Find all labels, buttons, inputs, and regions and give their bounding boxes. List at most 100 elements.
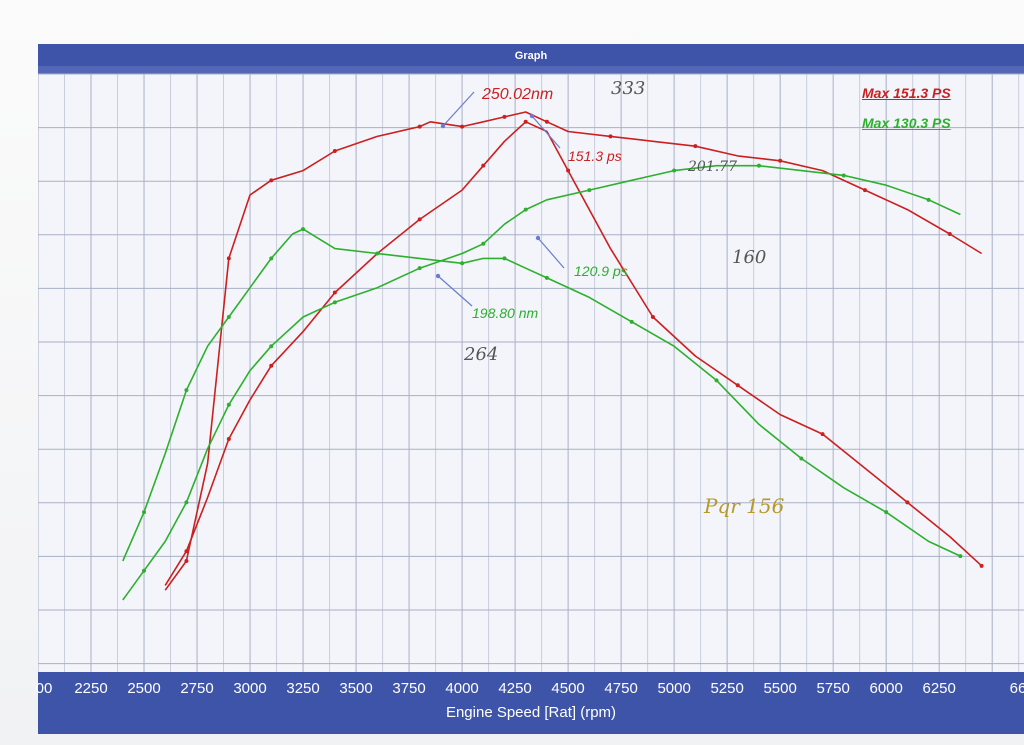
series-point bbox=[460, 124, 465, 129]
graph-window: Graph 00 2250 2500 2750 3000 3250 3500 3750 4000… bbox=[35, 44, 1024, 734]
series-point bbox=[544, 119, 549, 124]
series-point bbox=[269, 178, 274, 183]
series-point bbox=[979, 563, 984, 568]
handwritten-note: 201.77 bbox=[688, 159, 737, 175]
x-tick-label: 6000 bbox=[869, 680, 903, 697]
series-point bbox=[714, 378, 719, 383]
x-tick-label: 2500 bbox=[127, 680, 161, 697]
series-point bbox=[884, 510, 889, 515]
x-tick-label: 5000 bbox=[657, 680, 691, 697]
series-point bbox=[332, 290, 337, 295]
series-point bbox=[756, 163, 761, 168]
series-point bbox=[926, 197, 931, 202]
handwritten-note: 264 bbox=[464, 344, 499, 365]
handwritten-note: 160 bbox=[732, 247, 767, 268]
x-tick-label: 2250 bbox=[74, 680, 108, 697]
series-line-1 bbox=[164, 121, 983, 586]
series-line-2 bbox=[122, 228, 961, 562]
x-axis-bar bbox=[38, 672, 1024, 734]
series-point bbox=[523, 207, 528, 212]
window-title: Graph bbox=[38, 44, 1024, 66]
x-tick-label: 5500 bbox=[763, 680, 797, 697]
x-tick-label: 4250 bbox=[498, 680, 532, 697]
series-point bbox=[544, 275, 549, 280]
annotation-arrow bbox=[537, 237, 565, 269]
annotation-arrow-head bbox=[435, 273, 441, 279]
annotation-arrow bbox=[442, 91, 475, 127]
series-line-0 bbox=[164, 111, 983, 591]
series-point bbox=[608, 134, 613, 139]
series-point bbox=[778, 158, 783, 163]
series-point bbox=[481, 163, 486, 168]
annotation-arrow bbox=[531, 115, 561, 149]
legend-item-red: Max 151.3 PS bbox=[862, 85, 951, 101]
x-tick-label: 3500 bbox=[339, 680, 373, 697]
series-point bbox=[332, 149, 337, 154]
series-point bbox=[184, 388, 189, 393]
series-point bbox=[226, 402, 231, 407]
series-point bbox=[269, 344, 274, 349]
annotation-arrow-head bbox=[529, 113, 535, 119]
annotation-arrow-head bbox=[535, 235, 541, 241]
series-point bbox=[332, 300, 337, 305]
x-tick-label: 00 bbox=[35, 680, 53, 697]
series-point bbox=[735, 383, 740, 388]
x-axis-title: Engine Speed [Rat] (rpm) bbox=[445, 704, 617, 721]
annotation-torque-red: 250.02nm bbox=[482, 86, 554, 103]
handwritten-note: Pqr 156 bbox=[704, 494, 785, 518]
handwritten-note: 333 bbox=[611, 78, 646, 99]
series-point bbox=[375, 251, 380, 256]
x-tick-label: 3750 bbox=[392, 680, 426, 697]
x-tick-label: 4750 bbox=[604, 680, 638, 697]
title-stripe bbox=[38, 66, 1024, 74]
x-tick-label: 3250 bbox=[286, 680, 320, 697]
series-point bbox=[460, 261, 465, 266]
series-point bbox=[841, 173, 846, 178]
series-point bbox=[693, 144, 698, 149]
series-point bbox=[417, 124, 422, 129]
chart-plot bbox=[38, 73, 1024, 672]
x-tick-label: 6250 bbox=[922, 680, 956, 697]
series-point bbox=[502, 256, 507, 261]
series-point bbox=[142, 568, 147, 573]
x-tick-label: 4000 bbox=[445, 680, 479, 697]
series-point bbox=[566, 168, 571, 173]
series-point bbox=[226, 256, 231, 261]
annotation-power-red: 151.3 ps bbox=[568, 148, 622, 164]
series-point bbox=[142, 510, 147, 515]
series-point bbox=[629, 319, 634, 324]
series-point bbox=[417, 217, 422, 222]
series-point bbox=[417, 266, 422, 271]
series-point bbox=[184, 500, 189, 505]
annotation-arrows bbox=[435, 91, 565, 307]
annotation-arrow bbox=[437, 275, 473, 307]
series-point bbox=[226, 436, 231, 441]
series-point bbox=[481, 241, 486, 246]
series-point bbox=[799, 456, 804, 461]
series-point bbox=[672, 168, 677, 173]
annotation-arrow-head bbox=[440, 123, 446, 129]
series-point bbox=[587, 188, 592, 193]
annotation-power-green: 120.9 ps bbox=[574, 263, 628, 279]
x-tick-label: 4500 bbox=[551, 680, 585, 697]
legend-item-green: Max 130.3 PS bbox=[862, 115, 951, 131]
series-point bbox=[820, 432, 825, 437]
series-point bbox=[269, 256, 274, 261]
series-point bbox=[502, 114, 507, 119]
x-tick-label: 66 bbox=[1009, 680, 1024, 697]
annotation-torque-green: 198.80 nm bbox=[472, 305, 539, 321]
series-point bbox=[650, 314, 655, 319]
x-tick-label: 5250 bbox=[710, 680, 744, 697]
series-point bbox=[301, 227, 306, 232]
series-point bbox=[862, 188, 867, 193]
x-tick-label: 2750 bbox=[180, 680, 214, 697]
series-point bbox=[184, 558, 189, 563]
x-tick-label: 5750 bbox=[816, 680, 850, 697]
x-tick-label: 3000 bbox=[233, 680, 267, 697]
chart-grid bbox=[38, 73, 1024, 672]
series-point bbox=[958, 554, 963, 559]
series-point bbox=[905, 500, 910, 505]
series-point bbox=[947, 232, 952, 236]
series-point bbox=[269, 363, 274, 368]
series-point bbox=[184, 549, 189, 554]
